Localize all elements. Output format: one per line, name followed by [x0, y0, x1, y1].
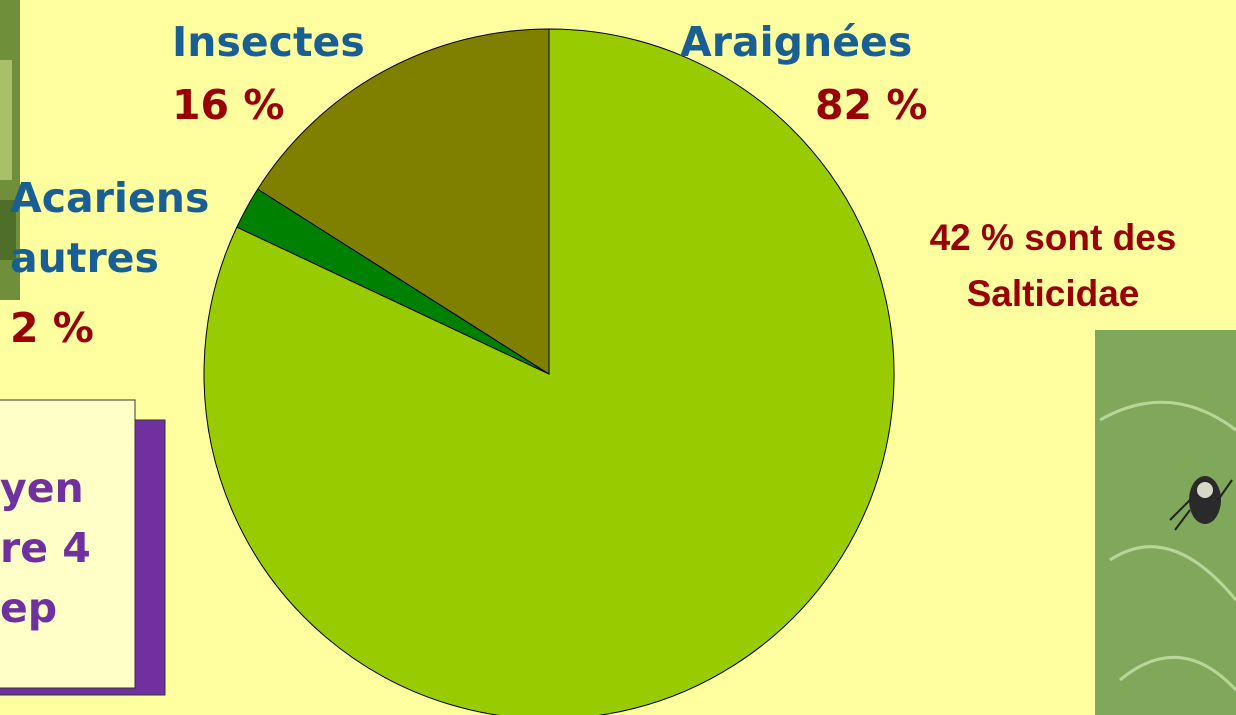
photo-right	[1095, 330, 1236, 715]
box-text: ep	[0, 578, 57, 638]
box-text: yen	[0, 458, 84, 518]
slice-label: Insectes	[172, 12, 365, 72]
slide: Insectes 16 % Araignées 82 % Acariens au…	[0, 0, 1236, 715]
value-label: 82 %	[815, 75, 927, 135]
slice-label: Araignées	[680, 12, 912, 72]
box-text: re 4	[0, 518, 91, 578]
slice-label: Acariens autres	[10, 168, 210, 288]
value-label: 16 %	[172, 75, 284, 135]
pie	[204, 29, 894, 715]
annotation: 42 % sont des Salticidae	[870, 210, 1236, 322]
value-label: 2 %	[10, 298, 94, 358]
